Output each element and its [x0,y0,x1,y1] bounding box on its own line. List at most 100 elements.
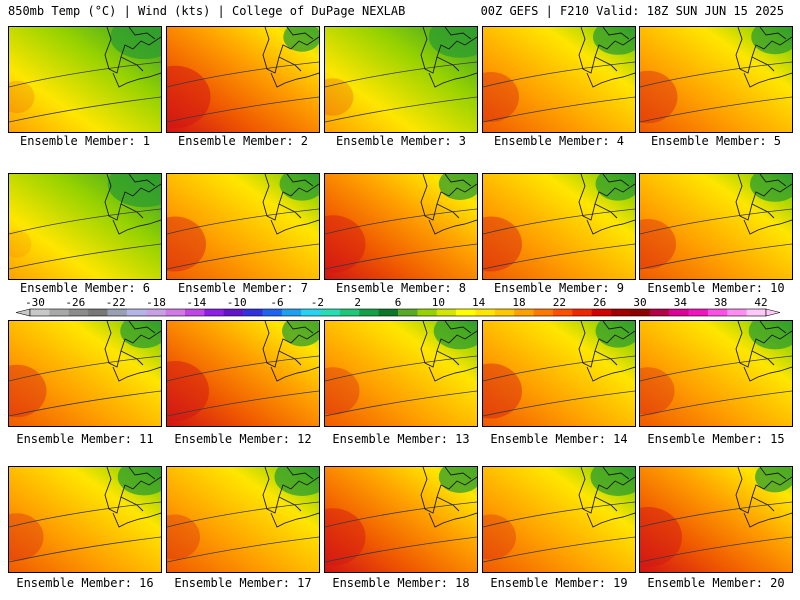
cool-region [438,174,477,200]
temperature-map [9,467,161,572]
height-contour [483,96,635,123]
coastline-outline [735,174,792,235]
temperature-map [167,321,319,426]
hot-region [167,216,206,272]
colorbar-segment [88,309,108,316]
colorbar-segment [591,309,612,316]
cool-region [274,467,319,496]
height-contour [9,536,161,563]
colorbar-segment [243,309,263,316]
colorbar-tick-label: 14 [472,296,486,309]
hot-region [325,508,366,566]
height-contour [640,61,792,88]
colorbar-segment [688,309,709,316]
panel-label: Ensemble Member: 17 [174,576,312,590]
coastline-outline [262,467,319,528]
colorbar-tick-label: -6 [270,296,283,309]
color-scale-bar: -30 -26 -22 -18 -14 -10 -6 -2 2 6 10 14 18 22 26 30 34 38… [0,296,800,322]
colorbar-segment [456,309,476,316]
colorbar-tick-label: 2 [354,296,361,309]
ensemble-panel-4 [482,26,636,133]
hot-region [9,364,47,418]
coastline-outline [578,27,635,88]
height-contour [640,208,792,235]
height-contour [325,243,477,270]
panel-label: Ensemble Member: 10 [647,281,785,295]
cool-region [279,174,319,201]
cool-region [595,321,635,348]
height-contour [325,61,477,88]
cool-region [748,321,792,350]
colorbar-segment [359,309,379,316]
hot-region [9,230,32,258]
temperature-map [640,467,792,572]
coastline-outline [735,467,792,528]
coastline-outline [420,467,477,528]
cool-region [117,467,161,496]
colorbar-tick-label: 42 [754,296,767,309]
ensemble-panel-1 [8,26,162,133]
height-contour [640,243,792,270]
colorbar-segment [572,309,592,316]
colorbar-segment [746,309,767,316]
colorbar-tick-label: 18 [512,296,525,309]
panel-label: Ensemble Member: 4 [493,134,625,148]
colorbar-tick-label: 30 [633,296,646,309]
panel-label: Ensemble Member: 20 [647,576,785,590]
colorbar-segment [320,309,341,316]
hot-region [483,514,516,560]
colorbar-segment [184,309,205,316]
coastline-outline [578,467,635,528]
ensemble-panel-19 [482,466,636,573]
coastline-outline [262,321,319,382]
height-contour [167,208,319,235]
ensemble-panel-9 [482,173,636,280]
colorbar-segment [475,309,496,316]
colorbar-segment [68,309,89,316]
temperature-map [483,27,635,132]
colorbar-segment [494,309,515,316]
height-contour [167,61,319,88]
temperature-map [325,321,477,426]
hot-region [167,361,209,421]
cool-region [750,174,792,202]
cool-region [595,174,635,201]
height-contour [9,208,161,235]
height-contour [9,390,161,417]
height-contour [325,355,477,382]
colorbar-segment [262,309,283,316]
ensemble-panel-14 [482,320,636,427]
colorbar-tick-label: 26 [593,296,606,309]
height-contour [325,208,477,235]
panel-label: Ensemble Member: 3 [335,134,467,148]
cool-region [433,321,477,350]
colorbar-segment [301,309,321,316]
height-contour [483,355,635,382]
height-contour [483,501,635,528]
height-contour [9,96,161,123]
colorbar-tick-label: -14 [186,296,206,309]
coastline-outline [104,174,161,235]
colorbar-segment [204,309,224,316]
colorbar-segment [707,309,728,316]
temperature-map [167,467,319,572]
colorbar-segment [146,309,166,316]
panel-label: Ensemble Member: 2 [177,134,309,148]
colorbar-tick-label: 10 [432,296,445,309]
ensemble-panel-11 [8,320,162,427]
temperature-map [325,467,477,572]
colorbar-tick-label: -26 [65,296,85,309]
height-contour [167,501,319,528]
header-right: 00Z GEFS | F210 Valid: 18Z SUN JUN 15 20… [480,4,784,18]
height-contour [640,501,792,528]
colorbar-segment [727,309,747,316]
temperature-map [640,27,792,132]
ensemble-panel-18 [324,466,478,573]
height-contour [9,243,161,270]
height-contour [167,355,319,382]
colorbar-segment [107,309,128,316]
ensemble-panel-15 [639,320,793,427]
temperature-map [483,174,635,279]
colorbar-segment [611,309,631,316]
height-contour [325,390,477,417]
